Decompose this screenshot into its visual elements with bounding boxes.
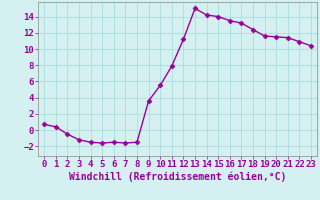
- X-axis label: Windchill (Refroidissement éolien,°C): Windchill (Refroidissement éolien,°C): [69, 172, 286, 182]
